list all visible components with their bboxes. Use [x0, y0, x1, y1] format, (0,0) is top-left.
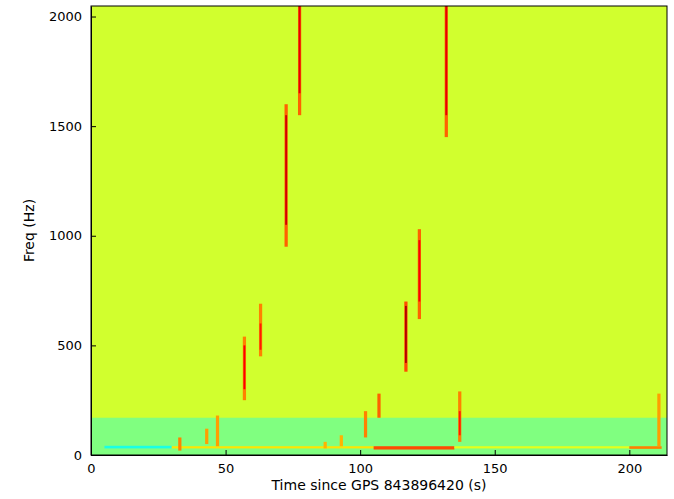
cell	[205, 429, 208, 444]
axis-line	[92, 455, 668, 456]
cell	[629, 446, 661, 449]
cell	[91, 6, 667, 455]
tick-label: 1000	[49, 228, 82, 243]
cell	[445, 6, 448, 137]
cell	[459, 411, 461, 435]
tick-mark	[91, 455, 96, 456]
plot-area: 0501001502000500100015002000	[49, 6, 668, 476]
cell	[404, 302, 407, 372]
cell	[374, 446, 455, 449]
tick: 50	[218, 450, 235, 476]
cell	[243, 345, 245, 389]
tick: 100	[348, 450, 373, 476]
tick: 0	[74, 448, 96, 463]
tick: 1000	[49, 228, 96, 243]
tick: 150	[483, 450, 508, 476]
cell	[104, 446, 171, 449]
cell	[418, 240, 420, 301]
tick-label: 150	[483, 461, 508, 476]
y-axis: 0 500 1000 1500 2000	[49, 7, 96, 463]
cell	[91, 418, 667, 455]
cell	[260, 323, 262, 349]
tick: 200	[617, 450, 642, 476]
cell	[285, 115, 287, 225]
cell	[243, 337, 246, 401]
cell	[364, 411, 367, 437]
tick-label: 1500	[49, 119, 82, 134]
cells	[91, 6, 667, 455]
tick-label: 200	[617, 461, 642, 476]
tick: 1500	[49, 119, 96, 134]
cell	[298, 6, 301, 115]
x-axis-title: Time since GPS 843896420 (s)	[271, 477, 487, 493]
tick-label: 2000	[49, 9, 82, 24]
cell	[418, 229, 421, 319]
cell	[405, 306, 407, 363]
cell	[445, 6, 447, 115]
tick-label: 500	[57, 338, 82, 353]
tick-mark	[91, 126, 96, 127]
tick-mark	[495, 450, 496, 455]
x-axis: 0 50 100 150 200	[87, 450, 667, 476]
cell	[299, 6, 301, 93]
frame	[91, 6, 667, 455]
tick-mark	[91, 236, 96, 237]
tick-label: 100	[348, 461, 373, 476]
cell	[216, 416, 219, 447]
cell	[178, 437, 181, 450]
cell	[324, 442, 327, 449]
cell	[172, 446, 374, 448]
cell	[340, 435, 343, 446]
tick: 500	[57, 338, 96, 353]
tick-label: 0	[74, 448, 82, 463]
axis-line	[91, 7, 92, 456]
tick-mark	[360, 450, 361, 455]
tick-label: 50	[218, 461, 235, 476]
cell	[259, 304, 262, 357]
tick-label: 0	[87, 461, 95, 476]
y-axis-title: Freq (Hz)	[21, 199, 37, 262]
cell	[458, 391, 461, 441]
cell	[377, 394, 380, 418]
cell	[454, 446, 629, 448]
tick-mark	[629, 450, 630, 455]
cell	[657, 394, 660, 447]
cell	[285, 104, 288, 247]
tick-mark	[91, 345, 96, 346]
tick-mark	[226, 450, 227, 455]
tick-mark	[91, 17, 96, 18]
tick: 2000	[49, 9, 96, 24]
chart: 0501001502000500100015002000Time since G…	[0, 0, 674, 499]
